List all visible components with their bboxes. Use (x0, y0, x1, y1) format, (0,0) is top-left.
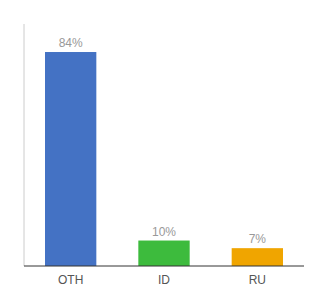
x-tick-label: ID (158, 273, 170, 287)
x-axis-line (24, 266, 304, 267)
bar (138, 241, 189, 266)
x-tick-label: RU (249, 273, 266, 287)
bar (45, 52, 96, 266)
bars (45, 52, 283, 266)
chart-container: 84% 10% 7% OTH ID RU (0, 0, 320, 300)
data-label: 7% (249, 232, 267, 246)
data-label: 10% (152, 225, 176, 239)
bar (232, 248, 283, 266)
chart-svg: 84% 10% 7% OTH ID RU (0, 0, 320, 300)
y-axis-line (24, 24, 25, 266)
data-label: 84% (59, 36, 83, 50)
x-tick-label: OTH (58, 273, 83, 287)
